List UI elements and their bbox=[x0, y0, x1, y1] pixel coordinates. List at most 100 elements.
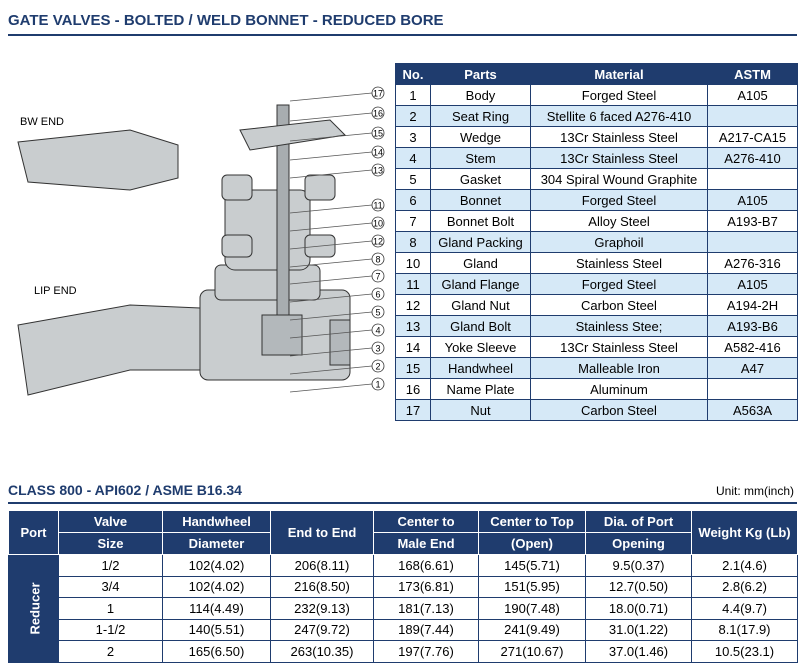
parts-cell: 11 bbox=[395, 273, 431, 295]
spec-cell: 247(9.72) bbox=[270, 618, 374, 641]
leader-line bbox=[289, 151, 373, 161]
parts-cell: Gland Bolt bbox=[430, 315, 531, 337]
callout-circle bbox=[371, 106, 385, 120]
parts-cell: 13Cr Stainless Steel bbox=[530, 336, 708, 358]
parts-cell: A105 bbox=[707, 189, 798, 211]
callout-number: 14 bbox=[373, 148, 383, 158]
spec-cell: 271(10.67) bbox=[478, 640, 586, 663]
lip-pipe bbox=[17, 304, 201, 396]
spec-row: Reducer 1/2 102(4.02) 206(8.11) 168(6.61) 145… bbox=[8, 554, 798, 663]
header-cell: End to End bbox=[270, 510, 374, 555]
callout-circle bbox=[371, 377, 385, 391]
parts-row: 1 Body Forged Steel A105 bbox=[395, 84, 798, 106]
parts-cell: Seat Ring bbox=[430, 105, 531, 127]
spec-rule bbox=[8, 502, 797, 504]
parts-cell: Bonnet Bolt bbox=[430, 210, 531, 232]
parts-row: 7 Bonnet Bolt Alloy Steel A193-B7 bbox=[395, 210, 798, 232]
spec-cell: 102(4.02) bbox=[162, 575, 271, 598]
spec-cell: 232(9.13) bbox=[270, 597, 374, 620]
spec-cell: 31.0(1.22) bbox=[585, 618, 692, 641]
parts-cell: 2 bbox=[395, 105, 431, 127]
callout-circle bbox=[371, 359, 385, 373]
parts-cell: A582-416 bbox=[707, 336, 798, 358]
spec-cell: 114(4.49) bbox=[162, 597, 271, 620]
parts-cell: Handwheel bbox=[430, 357, 531, 379]
parts-cell: Aluminum bbox=[530, 378, 708, 400]
parts-cell: 16 bbox=[395, 378, 431, 400]
parts-cell: Stem bbox=[430, 147, 531, 169]
parts-row: 17 Nut Carbon Steel A563A bbox=[395, 399, 798, 421]
callout-number: 7 bbox=[375, 272, 380, 282]
parts-cell: 8 bbox=[395, 231, 431, 253]
spec-cell: 12.7(0.50) bbox=[585, 575, 692, 598]
spec-cell: 165(6.50) bbox=[162, 640, 271, 663]
callout-number: 1 bbox=[375, 380, 380, 390]
header-cell: Diameter bbox=[162, 532, 271, 555]
callout-number: 10 bbox=[373, 219, 383, 229]
parts-cell: Stainless Steel bbox=[530, 252, 708, 274]
parts-cell: 14 bbox=[395, 336, 431, 358]
parts-cell: Carbon Steel bbox=[530, 399, 708, 421]
leader-line bbox=[289, 347, 373, 357]
parts-row: 13 Gland Bolt Stainless Stee; A193-B6 bbox=[395, 315, 798, 337]
callout-number: 4 bbox=[375, 326, 380, 336]
parts-cell: 304 Spiral Wound Graphite bbox=[530, 168, 708, 190]
parts-cell: 7 bbox=[395, 210, 431, 232]
parts-cell: A193-B7 bbox=[707, 210, 798, 232]
header-row: Port Valve Handwheel End to End Center to Cen… bbox=[8, 510, 798, 555]
leader-line bbox=[289, 132, 373, 142]
callout-number: 3 bbox=[375, 344, 380, 354]
bw-pipe bbox=[17, 129, 179, 191]
header-cell: Material bbox=[530, 63, 708, 85]
parts-table: No. Parts Material ASTM 1 Body Forged Steel A10… bbox=[395, 63, 798, 421]
leader-line bbox=[289, 293, 373, 303]
parts-row: 5 Gasket 304 Spiral Wound Graphite bbox=[395, 168, 798, 190]
parts-row: 6 Bonnet Forged Steel A105 bbox=[395, 189, 798, 211]
parts-cell: 4 bbox=[395, 147, 431, 169]
leader-line bbox=[289, 240, 373, 250]
header-cell: Parts bbox=[430, 63, 531, 85]
parts-cell: 13Cr Stainless Steel bbox=[530, 126, 708, 148]
title-rule bbox=[8, 34, 797, 36]
parts-cell: Body bbox=[430, 84, 531, 106]
spec-title: CLASS 800 - API602 / ASME B16.34 bbox=[8, 482, 242, 498]
parts-cell: Alloy Steel bbox=[530, 210, 708, 232]
parts-cell: 10 bbox=[395, 252, 431, 274]
spec-cell: 102(4.02) bbox=[162, 554, 271, 577]
spec-cell: 2 bbox=[58, 640, 163, 663]
parts-cell: Carbon Steel bbox=[530, 294, 708, 316]
callout-circle bbox=[371, 198, 385, 212]
spec-cell: 140(5.51) bbox=[162, 618, 271, 641]
leader-line bbox=[289, 169, 373, 179]
header-cell: Weight Kg (Lb) bbox=[691, 510, 798, 555]
nut-right bbox=[304, 174, 336, 201]
parts-cell: A105 bbox=[707, 273, 798, 295]
callout-circle bbox=[371, 126, 385, 140]
callout-number: 15 bbox=[373, 129, 383, 139]
header-cell: Male End bbox=[373, 532, 479, 555]
parts-cell: Malleable Iron bbox=[530, 357, 708, 379]
header-cell: (Open) bbox=[478, 532, 586, 555]
spec-cell: 216(8.50) bbox=[270, 575, 374, 598]
leader-line bbox=[289, 311, 373, 321]
parts-row: 4 Stem 13Cr Stainless Steel A276-410 bbox=[395, 147, 798, 169]
parts-cell: A193-B6 bbox=[707, 315, 798, 337]
parts-cell bbox=[707, 105, 798, 127]
callout-circle bbox=[371, 341, 385, 355]
header-cell: Center to Top bbox=[478, 510, 586, 533]
callout-circle bbox=[371, 287, 385, 301]
header-cell: Opening bbox=[585, 532, 692, 555]
spec-cell: 241(9.49) bbox=[478, 618, 586, 641]
nut-left bbox=[221, 174, 253, 201]
callout-circle bbox=[371, 163, 385, 177]
callout-circle bbox=[371, 269, 385, 283]
parts-cell: A47 bbox=[707, 357, 798, 379]
spec-cell: 1/2 bbox=[58, 554, 163, 577]
parts-cell: 5 bbox=[395, 168, 431, 190]
header-cell: Valve bbox=[58, 510, 163, 533]
parts-cell: Gland bbox=[430, 252, 531, 274]
spec-cell: 263(10.35) bbox=[270, 640, 374, 663]
parts-row: 11 Gland Flange Forged Steel A105 bbox=[395, 273, 798, 295]
parts-cell: Yoke Sleeve bbox=[430, 336, 531, 358]
valve-diagram: BW END LIP END 17 16 15 14 13 11 10 12 8 7 6 5 4 3 2 1 bbox=[17, 86, 385, 396]
